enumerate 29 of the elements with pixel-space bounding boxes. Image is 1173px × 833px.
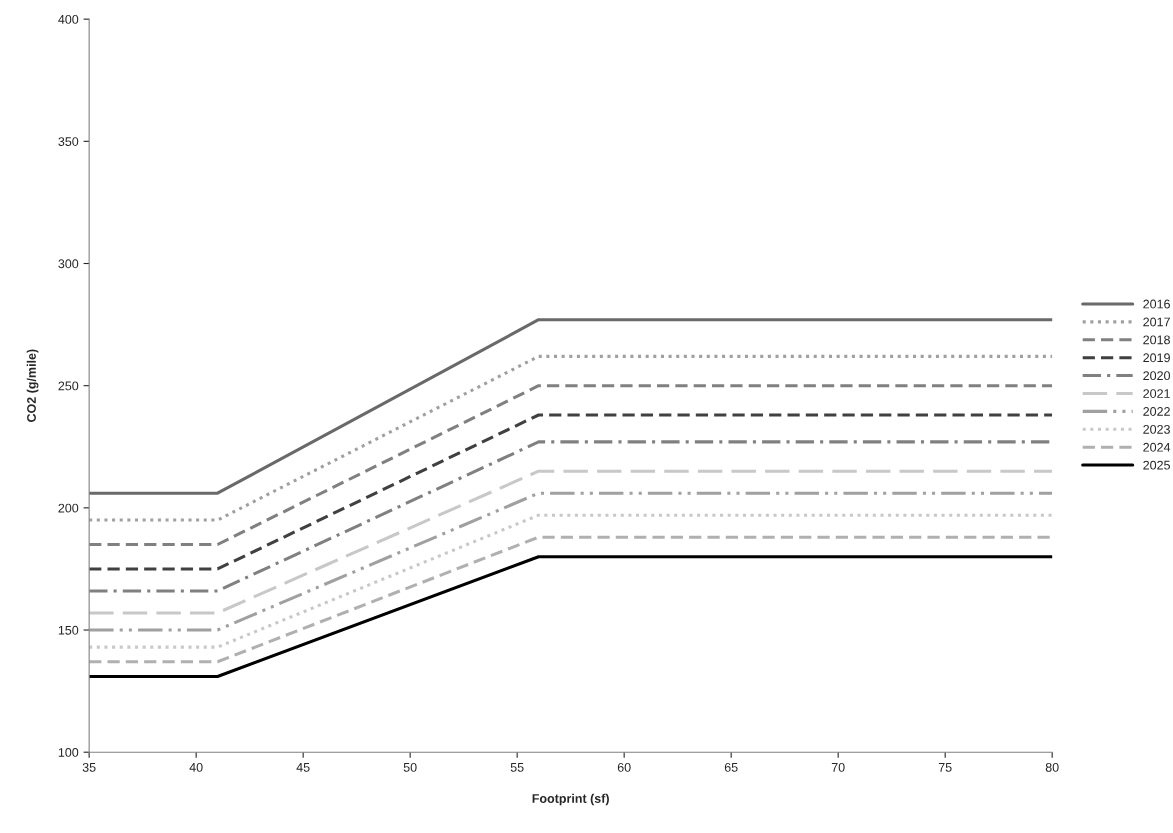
legend-label: 2016 <box>1143 299 1170 309</box>
legend-label: 2021 <box>1143 389 1170 398</box>
legend-label: 2017 <box>1143 317 1170 327</box>
x-tick-label: 65 <box>724 762 738 772</box>
y-tick-label: 400 <box>58 14 79 24</box>
x-tick-label: 55 <box>510 763 524 772</box>
legend-label: 2022 <box>1143 407 1170 416</box>
y-tick-label: 100 <box>58 748 79 757</box>
x-tick-label: 35 <box>82 762 96 772</box>
x-tick-label: 75 <box>938 763 952 772</box>
legend-label: 2019 <box>1143 353 1170 363</box>
legend-label: 2024 <box>1143 442 1171 452</box>
legend-label: 2018 <box>1143 335 1170 345</box>
y-tick-label: 250 <box>58 381 79 391</box>
legend-label: 2023 <box>1143 424 1170 434</box>
legend-label: 2025 <box>1143 460 1170 470</box>
y-tick-label: 200 <box>58 503 79 513</box>
x-tick-label: 70 <box>831 762 845 772</box>
x-tick-label: 45 <box>296 763 310 772</box>
x-tick-label: 50 <box>403 762 417 772</box>
y-tick-label: 300 <box>58 259 79 269</box>
y-tick-label: 150 <box>58 625 79 635</box>
x-tick-label: 60 <box>617 762 631 772</box>
y-tick-label: 350 <box>58 137 79 146</box>
y-axis-title: CO2 (g/mile) <box>26 349 39 422</box>
x-tick-label: 40 <box>189 762 203 772</box>
x-tick-label: 80 <box>1045 762 1059 772</box>
x-axis-title: Footprint (sf) <box>532 793 609 806</box>
legend-label: 2020 <box>1143 371 1171 381</box>
